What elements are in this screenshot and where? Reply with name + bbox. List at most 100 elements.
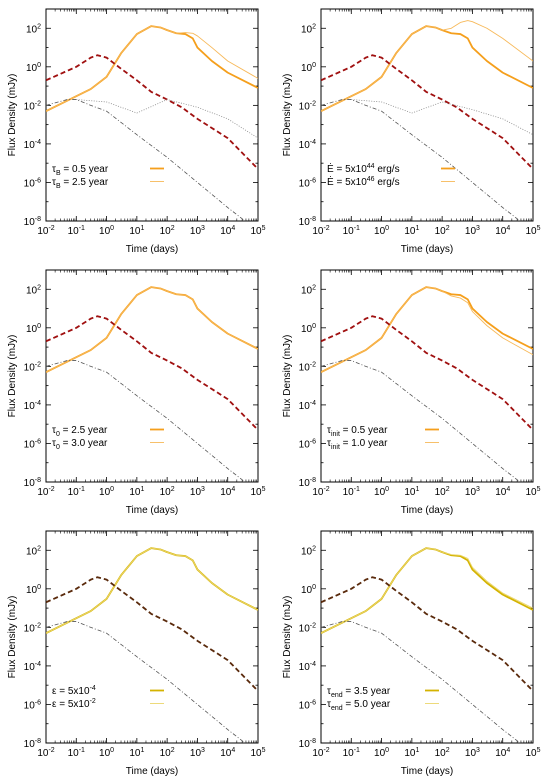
chart-panel-6: 10-2 10-1 100 101 102 103 104 105 10-8 10-6 10-4 10… [282, 530, 541, 777]
legend-entry-2: τinit = 1.0 year [327, 438, 388, 451]
legend-entry-1: τ0 = 2.5 year [52, 425, 108, 438]
x-tick-label: 102 [160, 747, 175, 759]
x-tick-label: 105 [250, 747, 265, 759]
y-tick-label: 10-2 [24, 100, 41, 112]
chart-panel-5: 10-2 10-1 100 101 102 103 104 105 10-8 10-6 10-4 10… [7, 530, 266, 777]
y-tick-label: 10-4 [24, 400, 41, 412]
x-tick-label: 100 [374, 747, 389, 759]
x-tick-label: 102 [435, 747, 450, 759]
series-line-gray-dashdot [321, 360, 521, 482]
series-line-red-dashed [46, 315, 258, 431]
y-tick-label: 10-8 [299, 477, 316, 489]
x-tick-label: 105 [525, 225, 540, 237]
y-tick-label: 10-4 [24, 139, 41, 151]
y-tick-label: 10-8 [24, 216, 41, 228]
y-tick-label: 10-2 [299, 100, 316, 112]
chart-panel-3: 10-2 10-1 100 101 102 103 104 105 10-8 10-6 10-4 10… [7, 269, 266, 516]
legend-entry-1: τB = 0.5 year [52, 164, 109, 177]
series-line-gray-dashdot [46, 99, 246, 221]
y-tick-label: 100 [301, 62, 316, 74]
x-tick-label: 10-2 [312, 225, 329, 237]
series-line-orange-thick [46, 286, 258, 373]
x-tick-label: 105 [250, 225, 265, 237]
y-axis-label: Flux Density (mJy) [282, 596, 293, 679]
x-tick-label: 10-1 [68, 747, 85, 759]
y-tick-label: 102 [301, 284, 316, 296]
y-axis-label: Flux Density (mJy) [7, 596, 18, 679]
x-tick-label: 10-2 [312, 486, 329, 498]
series-line-gray-dashdot [46, 360, 246, 482]
x-tick-label: 104 [220, 486, 235, 498]
series-line-gray-dashdot [46, 621, 246, 743]
y-tick-label: 10-2 [299, 622, 316, 634]
x-tick-label: 104 [495, 225, 510, 237]
series-line-yellow-thick [46, 547, 258, 634]
y-tick-label: 102 [301, 23, 316, 35]
y-tick-label: 10-8 [24, 477, 41, 489]
y-tick-label: 10-4 [24, 661, 41, 673]
legend-entry-2: Ė = 5x1046 erg/s [327, 175, 400, 188]
x-axis-label: Time (days) [126, 505, 178, 516]
x-axis-label: Time (days) [126, 244, 178, 255]
y-axis-label: Flux Density (mJy) [7, 74, 18, 157]
y-tick-label: 10-4 [299, 661, 316, 673]
y-tick-label: 10-6 [24, 438, 41, 450]
series-line-orange-thin [46, 25, 258, 112]
x-tick-label: 10-1 [68, 486, 85, 498]
series-line-gray-dotted [351, 99, 533, 136]
legend-entry-2: τB = 2.5 year [52, 177, 109, 190]
series-line-orange-thick [321, 286, 533, 373]
y-tick-label: 100 [301, 584, 316, 596]
plot-frame [320, 269, 534, 483]
y-tick-label: 10-6 [299, 699, 316, 711]
legend-entry-1: τinit = 0.5 year [327, 425, 388, 438]
y-tick-label: 10-4 [299, 400, 316, 412]
plot-frame [45, 8, 259, 222]
x-tick-label: 101 [404, 225, 419, 237]
x-tick-label: 104 [495, 486, 510, 498]
x-tick-label: 103 [465, 486, 480, 498]
x-tick-label: 103 [190, 486, 205, 498]
y-tick-label: 10-6 [299, 177, 316, 189]
series-line-orange-thick [321, 25, 533, 112]
plot-frame [320, 530, 534, 744]
y-tick-label: 10-6 [24, 177, 41, 189]
x-tick-label: 103 [465, 225, 480, 237]
x-tick-label: 103 [190, 747, 205, 759]
chart-panel-4: 10-2 10-1 100 101 102 103 104 105 10-8 10-6 10-4 10… [282, 269, 541, 516]
y-tick-label: 10-4 [299, 139, 316, 151]
legend-entry-1: Ė = 5x1044 erg/s [327, 162, 400, 175]
x-tick-label: 104 [220, 225, 235, 237]
series-line-orange-thin [321, 286, 533, 373]
plot-frame [45, 269, 259, 483]
series-line-yellow-thick [321, 547, 533, 634]
series-line-red-dashed [321, 54, 533, 170]
y-axis-label: Flux Density (mJy) [282, 74, 293, 157]
x-tick-label: 10-2 [312, 747, 329, 759]
x-tick-label: 100 [99, 486, 114, 498]
y-tick-label: 10-8 [299, 738, 316, 750]
y-axis-label: Flux Density (mJy) [7, 335, 18, 418]
x-tick-label: 104 [495, 747, 510, 759]
x-tick-label: 102 [435, 486, 450, 498]
y-tick-label: 102 [26, 23, 41, 35]
y-tick-label: 10-2 [24, 622, 41, 634]
x-tick-label: 10-1 [343, 747, 360, 759]
y-tick-label: 100 [26, 323, 41, 335]
x-tick-label: 10-1 [343, 486, 360, 498]
series-line-orange-thick [46, 25, 258, 112]
x-tick-label: 10-1 [343, 225, 360, 237]
x-axis-label: Time (days) [401, 244, 453, 255]
series-line-red-dashed [321, 315, 533, 431]
y-tick-label: 102 [26, 545, 41, 557]
x-tick-label: 100 [374, 225, 389, 237]
y-tick-label: 10-8 [24, 738, 41, 750]
legend-entry-2: τend = 5.0 year [327, 699, 391, 712]
x-tick-label: 105 [525, 486, 540, 498]
legend-entry-1: ε = 5x10-4 [52, 685, 96, 697]
x-axis-label: Time (days) [126, 766, 178, 777]
x-tick-label: 105 [525, 747, 540, 759]
x-tick-label: 100 [99, 225, 114, 237]
x-axis-label: Time (days) [401, 505, 453, 516]
